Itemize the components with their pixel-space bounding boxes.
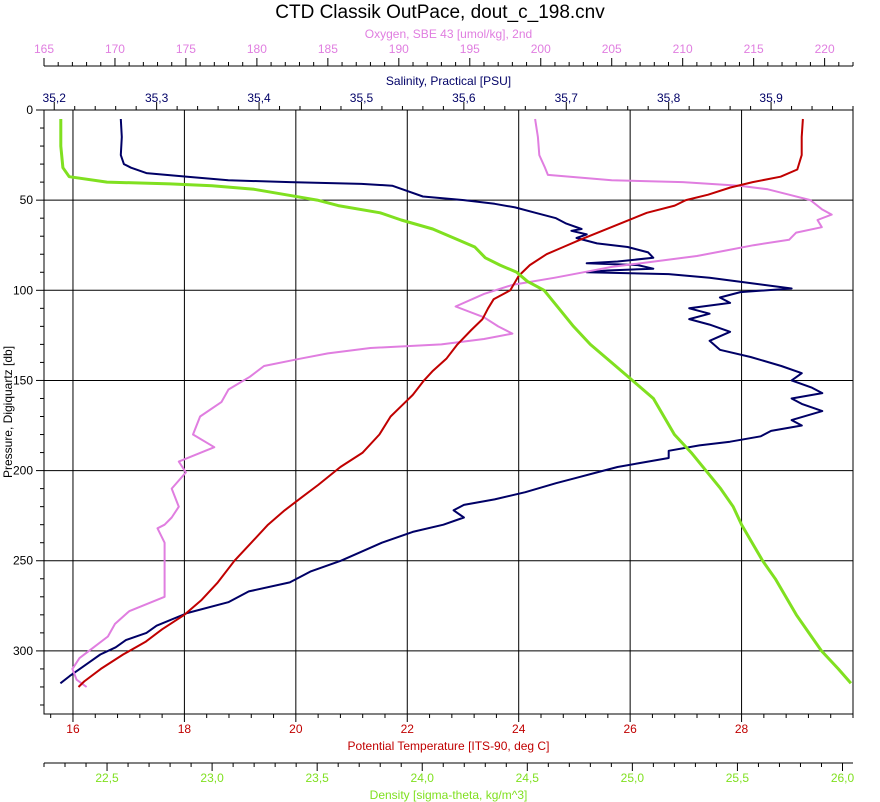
salinity-tick-label: 35,5 xyxy=(350,91,374,105)
oxygen-tick-label: 215 xyxy=(744,42,764,56)
temperature-series-line xyxy=(77,118,804,688)
oxygen-axis-label: Oxygen, SBE 43 [umol/kg], 2nd xyxy=(365,27,532,41)
pressure-tick-label: 100 xyxy=(13,283,33,297)
series xyxy=(59,118,853,688)
temperature-tick-label: 24 xyxy=(512,722,526,736)
temperature-tick-label: 22 xyxy=(401,722,415,736)
oxygen-tick-label: 170 xyxy=(105,42,125,56)
temperature-tick-label: 20 xyxy=(289,722,303,736)
oxygen-tick-label: 220 xyxy=(815,42,835,56)
density-tick-label: 22,5 xyxy=(95,771,119,785)
grid xyxy=(44,110,853,714)
temperature-tick-label: 26 xyxy=(623,722,637,736)
density-tick-label: 25,5 xyxy=(726,771,750,785)
oxygen-tick-label: 180 xyxy=(247,42,267,56)
oxygen-tick-label: 205 xyxy=(602,42,622,56)
oxygen-tick-label: 210 xyxy=(673,42,693,56)
plot-frame xyxy=(43,109,854,715)
pressure-tick-label: 300 xyxy=(13,644,33,658)
oxygen-tick-label: 190 xyxy=(389,42,409,56)
oxygen-tick-label: 195 xyxy=(460,42,480,56)
oxygen-tick-label: 200 xyxy=(531,42,551,56)
oxygen-axis: 165 170 175 180 185 190 195 200 205 210 215 220 Oxyg… xyxy=(34,27,854,67)
oxygen-tick-label: 175 xyxy=(176,42,196,56)
pressure-tick-label: 150 xyxy=(13,373,33,387)
density-axis: 22,5 23,0 23,5 24,0 24,5 25,0 25,5 26,0 Density … xyxy=(43,762,855,802)
salinity-axis: 35,2 35,3 35,4 35,5 35,6 35,7 35,8 35,9 Salinity… xyxy=(43,74,854,110)
pressure-tick-label: 250 xyxy=(13,554,33,568)
density-tick-label: 23,0 xyxy=(200,771,224,785)
salinity-tick-label: 35,7 xyxy=(555,91,579,105)
pressure-axis: 0 50 100 150 200 250 300 Pressure, Digiquartz [… xyxy=(1,103,44,706)
temperature-axis: 16 18 20 22 24 26 28 Potential Temperature [ITS… xyxy=(50,714,854,753)
temperature-tick-label: 18 xyxy=(178,722,192,736)
axes: 165 170 175 180 185 190 195 200 205 210 215 220Oxyg… xyxy=(1,27,854,802)
salinity-tick-label: 35,9 xyxy=(759,91,783,105)
salinity-tick-label: 35,2 xyxy=(43,91,67,105)
chart-title: CTD Classik OutPace, dout_c_198.cnv xyxy=(275,2,605,23)
temperature-tick-label: 16 xyxy=(66,722,80,736)
pressure-axis-label: Pressure, Digiquartz [db] xyxy=(1,346,15,478)
temperature-tick-label: 28 xyxy=(735,722,749,736)
density-tick-label: 26,0 xyxy=(831,771,855,785)
oxygen-series-line xyxy=(71,118,833,688)
density-tick-label: 24,0 xyxy=(411,771,435,785)
oxygen-tick-label: 165 xyxy=(34,42,54,56)
density-axis-label: Density [sigma-theta, kg/m^3] xyxy=(370,788,528,802)
density-tick-label: 24,5 xyxy=(516,771,540,785)
temperature-axis-label: Potential Temperature [ITS-90, deg C] xyxy=(348,739,550,753)
density-series-line xyxy=(59,119,853,685)
salinity-axis-label: Salinity, Practical [PSU] xyxy=(386,74,511,88)
salinity-series-line xyxy=(59,118,824,685)
oxygen-tick-label: 185 xyxy=(318,42,338,56)
density-tick-label: 25,0 xyxy=(621,771,645,785)
salinity-tick-label: 35,3 xyxy=(145,91,169,105)
pressure-tick-label: 50 xyxy=(20,193,34,207)
density-tick-label: 23,5 xyxy=(305,771,329,785)
salinity-tick-label: 35,4 xyxy=(247,91,271,105)
pressure-tick-label: 200 xyxy=(13,464,33,478)
salinity-tick-label: 35,6 xyxy=(452,91,476,105)
pressure-tick-label: 0 xyxy=(26,103,33,117)
salinity-tick-label: 35,8 xyxy=(657,91,681,105)
